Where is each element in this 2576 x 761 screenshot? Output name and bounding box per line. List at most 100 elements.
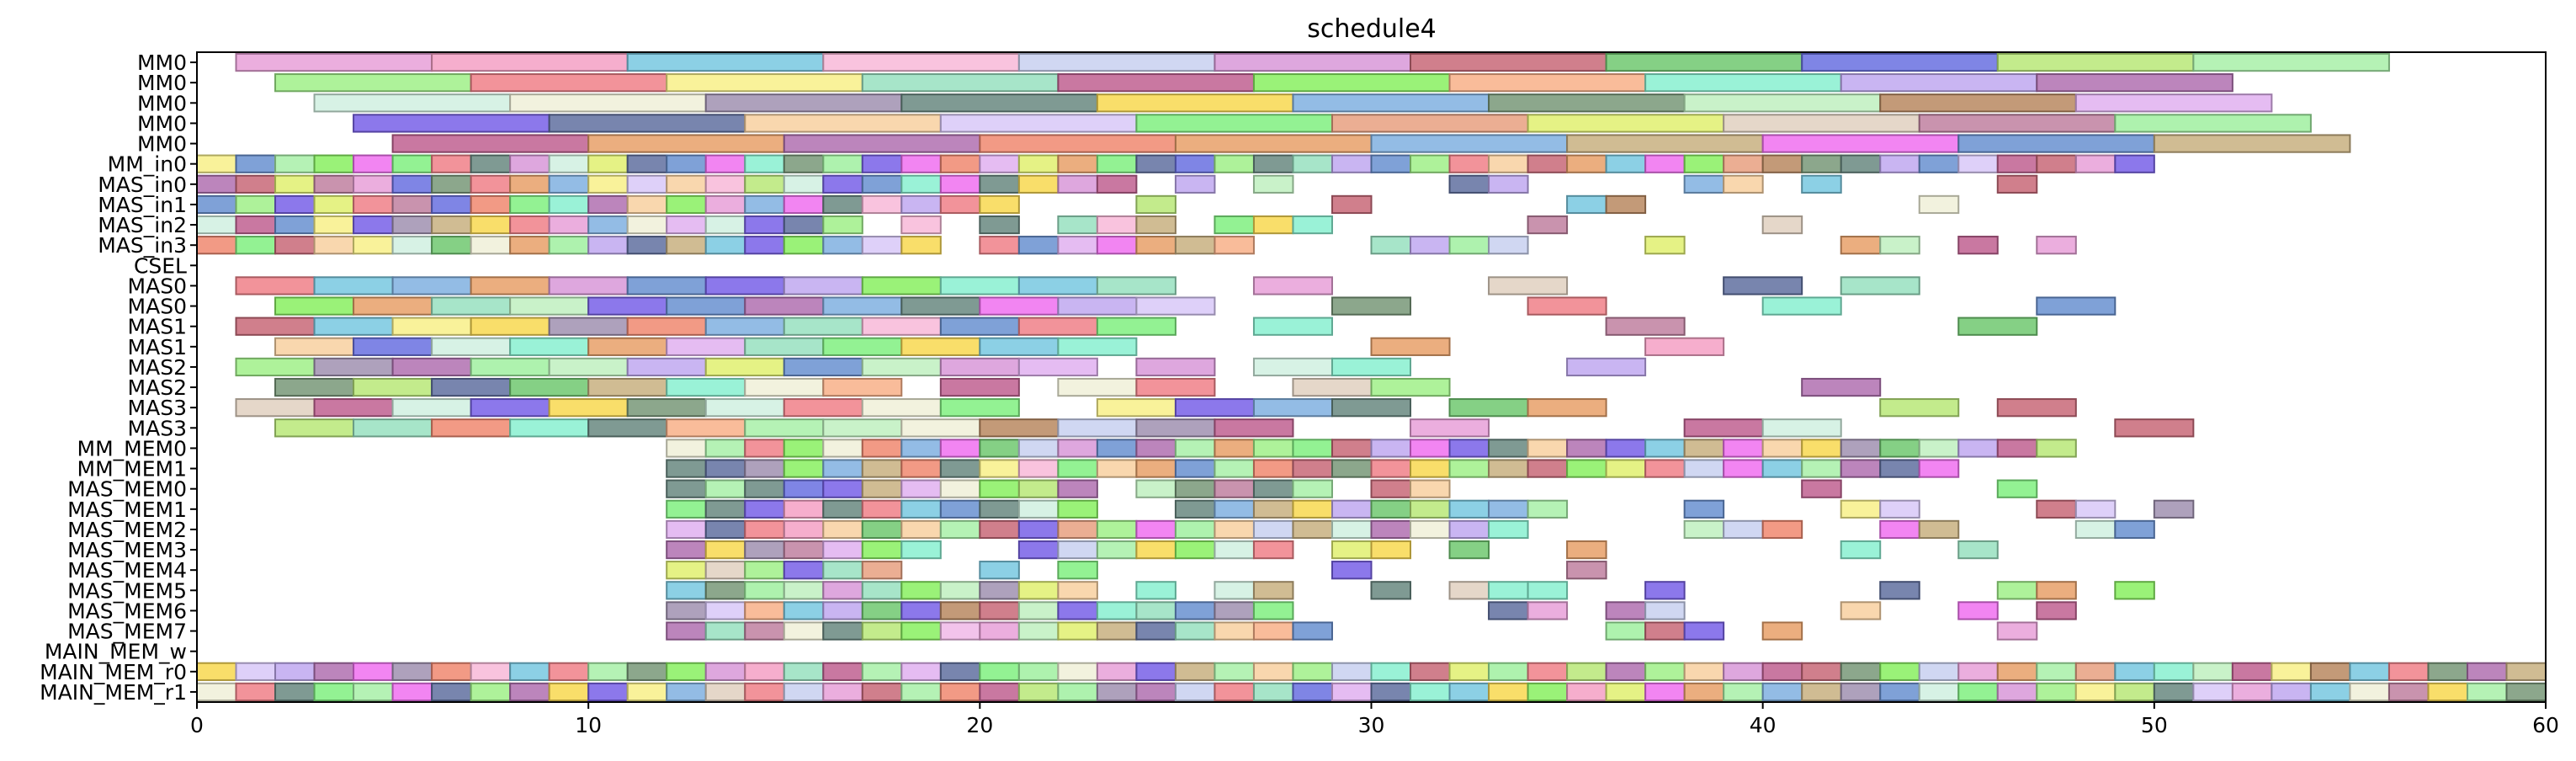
task-bar (1957, 439, 1999, 458)
row-label: MM0 (137, 111, 187, 136)
task-bar (979, 621, 1020, 641)
task-bar (1801, 439, 1842, 458)
task-bar (509, 236, 550, 255)
x-tick-label: 40 (1750, 713, 1777, 737)
task-bar (1214, 52, 1412, 72)
task-bar (783, 134, 981, 153)
task-bar (1252, 682, 1294, 702)
task-bar (783, 540, 825, 560)
task-bar (744, 377, 825, 397)
task-bar (1174, 682, 1216, 702)
task-bar (979, 215, 1020, 235)
task-bar (1017, 154, 1060, 173)
x-tick-label: 0 (190, 713, 204, 737)
task-bar (470, 194, 512, 215)
row-label: MM0 (137, 51, 187, 75)
task-bar (313, 236, 355, 255)
task-bar (1488, 682, 1529, 702)
task-bar (704, 154, 746, 173)
task-bar (2271, 682, 2312, 702)
task-bar (509, 418, 590, 438)
task-bar (431, 662, 472, 681)
task-bar (822, 581, 863, 600)
task-bar (1488, 499, 1529, 519)
task-bar (1214, 236, 1255, 255)
task-bar (1057, 236, 1098, 255)
row-label: MAS_MEM5 (67, 578, 187, 603)
task-bar (1840, 540, 1882, 560)
task-bar (1801, 377, 1882, 397)
task-bar (666, 154, 707, 173)
task-bar (353, 154, 394, 173)
task-bar (313, 682, 355, 702)
task-bar (861, 398, 942, 418)
x-tick-label: 10 (575, 713, 602, 737)
task-bar (1605, 662, 1647, 681)
task-bar (431, 215, 472, 235)
task-bar (1527, 601, 1569, 620)
task-bar (1488, 459, 1529, 478)
task-bar (470, 682, 512, 702)
task-bar (1057, 439, 1098, 458)
task-bar (1879, 499, 1920, 519)
task-bar (1723, 519, 1764, 540)
task-bar (900, 519, 942, 540)
task-bar (783, 499, 825, 519)
task-bar (666, 499, 707, 519)
task-bar (2074, 154, 2117, 173)
task-bar (1723, 174, 1764, 194)
task-bar (666, 73, 863, 93)
task-bar (196, 194, 237, 215)
task-bar (313, 276, 394, 295)
task-bar (1370, 662, 1412, 681)
task-bar (704, 662, 746, 681)
task-bar (744, 296, 825, 316)
task-bar (235, 236, 277, 255)
task-bar (391, 154, 433, 173)
row-label: MAS1 (128, 335, 187, 359)
task-bar (1488, 519, 1529, 540)
task-bar (783, 236, 825, 255)
task-bar (1879, 581, 1920, 600)
task-bar (822, 479, 863, 498)
task-bar (1292, 93, 1490, 113)
task-bar (1996, 52, 2195, 72)
task-bar (1410, 439, 1451, 458)
task-bar (939, 114, 1138, 133)
task-bar (1017, 682, 1060, 702)
task-bar (353, 174, 394, 194)
task-bar (1096, 276, 1176, 295)
task-bar (822, 337, 903, 356)
task-bar (1017, 581, 1060, 600)
task-bar (822, 662, 863, 681)
task-bar (1174, 398, 1255, 418)
plot-area-frame (196, 51, 2547, 703)
task-bar (1566, 662, 1607, 681)
task-bar (196, 154, 237, 173)
task-bar (1448, 73, 1647, 93)
task-bar (313, 215, 355, 235)
task-bar (509, 337, 590, 356)
task-bar (1017, 621, 1060, 641)
task-bar (235, 52, 433, 72)
task-bar (1330, 561, 1373, 580)
task-bar (1370, 499, 1412, 519)
task-bar (1135, 540, 1176, 560)
task-bar (1644, 682, 1686, 702)
task-bar (939, 154, 981, 173)
task-bar (900, 621, 942, 641)
task-bar (1879, 398, 1960, 418)
task-bar (1214, 540, 1255, 560)
task-bar (1017, 519, 1060, 540)
task-bar (1214, 682, 1255, 702)
task-bar (431, 377, 512, 397)
task-bar (900, 499, 942, 519)
row-label: MAS_in0 (98, 173, 187, 197)
task-bar (1488, 662, 1529, 681)
chart-title: schedule4 (1307, 14, 1437, 44)
task-bar (1370, 236, 1412, 255)
task-bar (1527, 398, 1607, 418)
task-bar (1918, 154, 1960, 173)
task-bar (2036, 236, 2077, 255)
task-bar (1996, 154, 2038, 173)
